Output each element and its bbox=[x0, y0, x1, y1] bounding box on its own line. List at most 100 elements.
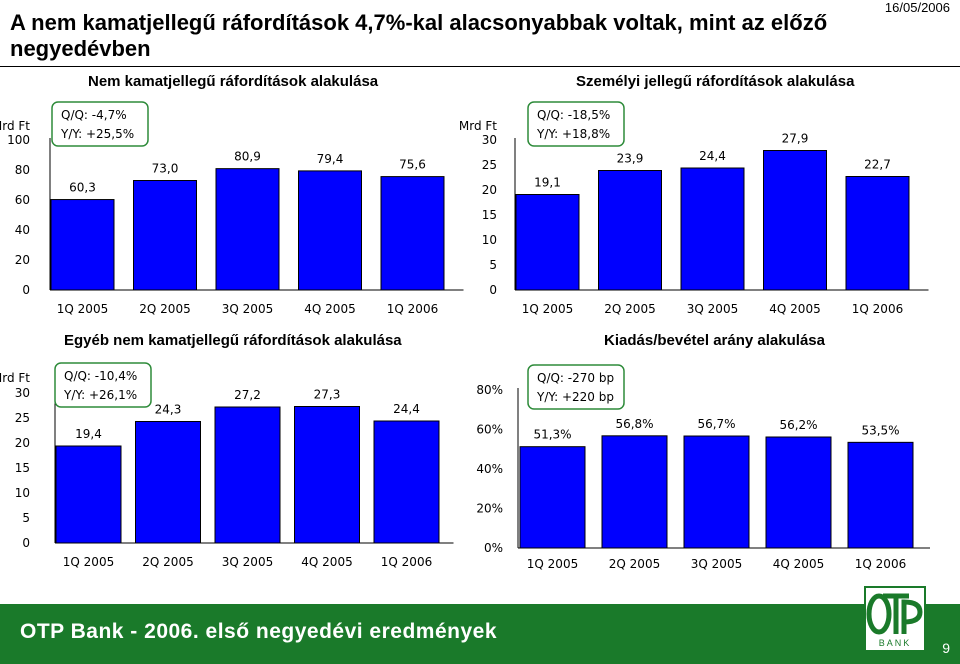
chart-1-note-line: Y/Y: +25,5% bbox=[60, 127, 134, 141]
chart-4-ytick-label: 0% bbox=[484, 541, 503, 555]
chart-1-ytick-label: 40 bbox=[15, 223, 30, 237]
chart-2-note-line: Q/Q: -18,5% bbox=[537, 108, 610, 122]
chart-4-bar bbox=[765, 436, 832, 549]
chart-2-bar bbox=[598, 170, 662, 291]
chart-2-ytick-label: 30 bbox=[482, 133, 497, 147]
chart-3-value-label: 27,2 bbox=[234, 388, 261, 402]
chart-1-unit-label: Mrd Ft bbox=[0, 119, 30, 133]
chart-1-category-label: 1Q 2006 bbox=[387, 302, 438, 316]
chart-1-title: Nem kamatjellegű ráfordítások alakulása bbox=[88, 73, 379, 90]
chart-2-ytick-label: 20 bbox=[482, 183, 497, 197]
chart-3-ytick-label: 20 bbox=[15, 436, 30, 450]
slide-date: 16/05/2006 bbox=[884, 0, 950, 15]
chart-3-title: Egyéb nem kamatjellegű ráfordítások alak… bbox=[64, 332, 402, 349]
chart-4-category-label: 4Q 2005 bbox=[773, 557, 824, 571]
chart-3-bar bbox=[373, 420, 440, 544]
chart-3-category-label: 2Q 2005 bbox=[142, 555, 193, 569]
chart-2-bar bbox=[845, 176, 910, 291]
chart-4-category-label: 3Q 2005 bbox=[691, 557, 742, 571]
chart-2-note-line: Y/Y: +18,8% bbox=[536, 127, 610, 141]
footer-bar bbox=[0, 604, 960, 664]
chart-4-value-label: 56,8% bbox=[615, 417, 653, 431]
chart-2-value-label: 23,9 bbox=[617, 152, 644, 166]
page-number: 9 bbox=[942, 640, 950, 656]
chart-4-value-label: 53,5% bbox=[861, 423, 899, 437]
chart-4-note-line: Q/Q: -270 bp bbox=[537, 371, 614, 385]
chart-2-ytick-label: 10 bbox=[482, 233, 497, 247]
chart-4-note-line: Y/Y: +220 bp bbox=[536, 390, 614, 404]
footer-text: OTP Bank - 2006. első negyedévi eredmény… bbox=[20, 620, 498, 643]
chart-4-value-label: 56,2% bbox=[779, 418, 817, 432]
chart-2-bar bbox=[763, 150, 827, 291]
chart-3-bar bbox=[214, 406, 281, 544]
title-divider bbox=[0, 66, 960, 67]
chart-4-bar bbox=[519, 446, 586, 549]
chart-2-category-label: 1Q 2005 bbox=[522, 302, 573, 316]
chart-3-ytick-label: 25 bbox=[15, 411, 30, 425]
chart-1-ytick-label: 20 bbox=[15, 253, 30, 267]
chart-1-ytick-label: 100 bbox=[7, 133, 30, 147]
chart-1-bar bbox=[50, 199, 115, 291]
chart-4-value-label: 56,7% bbox=[697, 417, 735, 431]
chart-2-note-box bbox=[527, 101, 625, 147]
chart-3-category-label: 4Q 2005 bbox=[301, 555, 352, 569]
chart-2-unit-label: Mrd Ft bbox=[459, 119, 497, 133]
chart-1-bar bbox=[133, 180, 197, 291]
chart-2-value-label: 27,9 bbox=[782, 132, 809, 146]
chart-4-ytick-label: 60% bbox=[476, 423, 503, 437]
chart-4-ytick-label: 40% bbox=[476, 462, 503, 476]
chart-1-bar bbox=[215, 168, 280, 291]
chart-3-note-box bbox=[54, 362, 152, 408]
chart-4-bar bbox=[683, 435, 750, 549]
chart-2-bar bbox=[515, 194, 580, 291]
chart-4-bar bbox=[601, 435, 668, 549]
chart-1-value-label: 73,0 bbox=[152, 162, 179, 176]
chart-4-category-label: 1Q 2005 bbox=[527, 557, 578, 571]
chart-2-value-label: 22,7 bbox=[864, 158, 891, 172]
chart-3-value-label: 24,4 bbox=[393, 402, 420, 416]
chart-3-bar bbox=[135, 421, 201, 544]
chart-1-ytick-label: 0 bbox=[22, 283, 30, 297]
chart-1-category-label: 2Q 2005 bbox=[139, 302, 190, 316]
otp-logo-mark bbox=[866, 593, 923, 635]
chart-4-category-label: 2Q 2005 bbox=[609, 557, 660, 571]
chart-1-category-label: 3Q 2005 bbox=[222, 302, 273, 316]
otp-bank-logo: BANK bbox=[864, 586, 926, 652]
chart-2-ytick-label: 5 bbox=[489, 258, 497, 272]
chart-3-ytick-label: 5 bbox=[22, 511, 30, 525]
chart-4-category-label: 1Q 2006 bbox=[855, 557, 906, 571]
chart-4-title: Kiadás/bevétel arány alakulása bbox=[604, 332, 825, 349]
chart-1-category-label: 4Q 2005 bbox=[304, 302, 355, 316]
chart-1-bar bbox=[380, 176, 445, 291]
chart-2-ytick-label: 15 bbox=[482, 208, 497, 222]
chart-3-unit-label: Mrd Ft bbox=[0, 371, 30, 385]
chart-2-value-label: 19,1 bbox=[534, 176, 561, 190]
slide-title: A nem kamatjellegű ráfordítások 4,7%-kal… bbox=[10, 10, 828, 61]
chart-3-value-label: 27,3 bbox=[314, 388, 341, 402]
chart-2-category-label: 3Q 2005 bbox=[687, 302, 738, 316]
chart-1-value-label: 75,6 bbox=[399, 158, 426, 172]
chart-3-note-line: Q/Q: -10,4% bbox=[64, 369, 137, 383]
chart-2-title: Személyi jellegű ráfordítások alakulása bbox=[576, 73, 855, 90]
chart-3-value-label: 24,3 bbox=[155, 403, 182, 417]
chart-2-category-label: 1Q 2006 bbox=[852, 302, 903, 316]
chart-2-bar bbox=[680, 167, 745, 291]
chart-1-value-label: 60,3 bbox=[69, 181, 96, 195]
chart-1-ytick-label: 80 bbox=[15, 163, 30, 177]
chart-3-bar bbox=[55, 445, 122, 544]
chart-3-value-label: 19,4 bbox=[75, 427, 102, 441]
chart-1-note-line: Q/Q: -4,7% bbox=[61, 108, 127, 122]
chart-1-category-label: 1Q 2005 bbox=[57, 302, 108, 316]
chart-2-value-label: 24,4 bbox=[699, 149, 726, 163]
chart-1-note-box bbox=[51, 101, 149, 147]
chart-3-ytick-label: 10 bbox=[15, 486, 30, 500]
chart-2-ytick-label: 0 bbox=[489, 283, 497, 297]
chart-2-ytick-label: 25 bbox=[482, 158, 497, 172]
chart-1-bar bbox=[298, 170, 362, 291]
chart-4-value-label: 51,3% bbox=[533, 428, 571, 442]
logo-subtext: BANK bbox=[878, 638, 912, 648]
chart-4-bar bbox=[847, 441, 914, 549]
chart-3-ytick-label: 15 bbox=[15, 461, 30, 475]
chart-4-ytick-label: 80% bbox=[476, 383, 503, 397]
